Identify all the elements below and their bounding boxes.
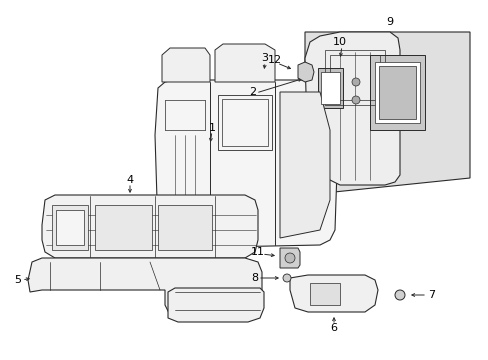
Polygon shape [305, 32, 399, 185]
Text: 7: 7 [427, 290, 435, 300]
Text: 8: 8 [251, 273, 258, 283]
Bar [309, 283, 339, 305]
Bar [329, 55, 379, 100]
Polygon shape [305, 32, 469, 195]
Bar [369, 55, 424, 130]
Text: 5: 5 [15, 275, 21, 285]
Polygon shape [280, 92, 329, 238]
Text: 6: 6 [330, 323, 337, 333]
Text: 3: 3 [261, 53, 268, 63]
Text: 11: 11 [250, 247, 264, 257]
Polygon shape [56, 210, 84, 245]
Polygon shape [289, 275, 377, 312]
Polygon shape [297, 62, 313, 82]
Polygon shape [162, 48, 209, 82]
Polygon shape [95, 205, 152, 250]
Bar [374, 62, 419, 123]
Polygon shape [158, 205, 212, 250]
Bar [218, 95, 271, 150]
Text: 4: 4 [126, 175, 133, 185]
Bar [320, 72, 339, 104]
Polygon shape [42, 195, 258, 258]
Circle shape [351, 96, 359, 104]
Polygon shape [52, 205, 88, 250]
Text: 12: 12 [267, 55, 282, 65]
Circle shape [283, 274, 290, 282]
Bar [325, 50, 384, 105]
Polygon shape [280, 248, 299, 268]
Polygon shape [28, 258, 262, 318]
Polygon shape [168, 288, 264, 322]
Text: 2: 2 [249, 87, 256, 97]
Circle shape [351, 78, 359, 86]
Polygon shape [155, 80, 337, 248]
Text: 10: 10 [332, 37, 346, 47]
Polygon shape [215, 44, 274, 82]
Text: 1: 1 [208, 123, 215, 133]
Bar [317, 68, 342, 108]
Bar [222, 99, 267, 146]
Bar [378, 66, 415, 119]
Text: 9: 9 [386, 17, 393, 27]
Circle shape [285, 253, 294, 263]
Circle shape [394, 290, 404, 300]
